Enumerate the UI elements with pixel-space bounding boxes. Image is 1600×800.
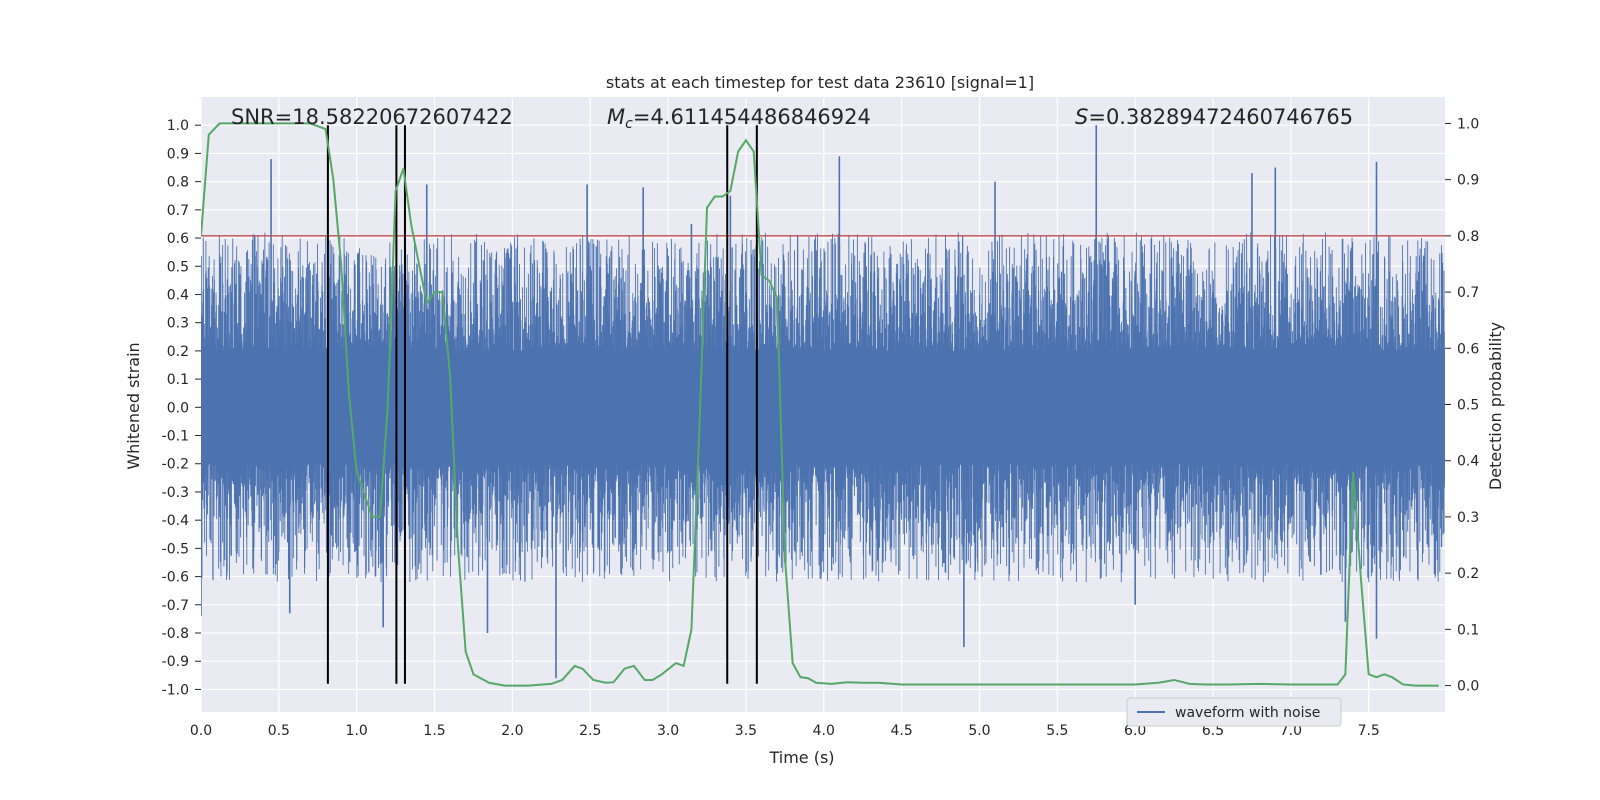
x-tick-label: 5.5	[1046, 723, 1068, 739]
waveform-noise	[201, 232, 1445, 583]
y2-axis-ticks: 1.0 0.9 0.8 0.7 0.6 0.5 0.4 0.3 0.2 0.1 0.0	[1445, 116, 1479, 695]
x-tick-label: 4.5	[890, 723, 912, 739]
s-symbol: S	[1075, 105, 1088, 129]
snr-annotation: SNR=18.58220672607422	[231, 105, 513, 129]
y2-tick-label: 0.1	[1457, 622, 1479, 638]
x-axis-ticks: 0.0 0.5 1.0 1.5 2.0 2.5 3.0 3.5 4.0 4.5 5.0 5.5 6.0 6…	[190, 723, 1380, 739]
waveform-series	[201, 125, 1445, 679]
y2-tick-label: 0.3	[1457, 510, 1479, 526]
y-tick-label: 0.9	[167, 146, 189, 162]
x-tick-label: 4.0	[813, 723, 835, 739]
y-tick-label: 1.0	[167, 118, 189, 134]
y-tick-label: -1.0	[162, 682, 189, 698]
x-tick-label: 0.0	[190, 723, 212, 739]
y2-tick-label: 0.5	[1457, 398, 1479, 414]
y-tick-label: -0.7	[162, 598, 189, 614]
y-tick-label: -0.9	[162, 654, 189, 670]
y-tick-label: 0.8	[167, 175, 189, 191]
x-tick-label: 1.0	[346, 723, 368, 739]
legend-box	[1126, 697, 1342, 727]
y-tick-label: 0.7	[167, 203, 189, 219]
y-tick-label: -0.6	[162, 570, 189, 586]
y-tick-label: 0.3	[167, 316, 189, 332]
mc-subscript: c	[625, 116, 633, 132]
x-tick-label: 1.5	[423, 723, 445, 739]
s-value: =0.38289472460746765	[1088, 105, 1353, 129]
legend: waveform with noise	[1126, 697, 1342, 727]
y-tick-label: 0.2	[167, 344, 189, 360]
y-tick-label: 0.6	[167, 231, 189, 247]
y-tick-label: 0.4	[167, 287, 189, 303]
x-tick-label: 7.0	[1280, 723, 1302, 739]
legend-label: waveform with noise	[1175, 705, 1320, 721]
y-tick-label: 0.0	[167, 400, 189, 416]
x-tick-label: 2.5	[579, 723, 601, 739]
y2-tick-label: 1.0	[1457, 116, 1479, 132]
mc-value: =4.611454486846924	[633, 105, 871, 129]
x-axis-label: Time (s)	[768, 748, 834, 767]
y2-tick-label: 0.9	[1457, 173, 1479, 189]
probability-series	[201, 122, 1439, 687]
y2-tick-label: 0.6	[1457, 341, 1479, 357]
y-tick-label: -0.3	[162, 485, 189, 501]
y-tick-label: 0.1	[167, 372, 189, 388]
x-tick-label: 7.5	[1358, 723, 1380, 739]
y-tick-label: -0.8	[162, 626, 189, 642]
vertical-markers	[326, 125, 758, 684]
y-tick-label: -0.1	[162, 429, 189, 445]
y-tick-label: -0.4	[162, 513, 189, 529]
y-axis-ticks: 1.0 0.9 0.8 0.7 0.6 0.5 0.4 0.3 0.2 0.1 0.0 -0.1 -0.…	[162, 118, 201, 698]
chirp-mass-annotation: Mc=4.611454486846924	[607, 105, 871, 132]
y2-tick-label: 0.7	[1457, 285, 1479, 301]
y2-tick-label: 0.0	[1457, 679, 1479, 695]
y-tick-label: 0.5	[167, 259, 189, 275]
y2-tick-label: 0.4	[1457, 454, 1479, 470]
x-tick-label: 6.5	[1202, 723, 1224, 739]
x-tick-label: 6.0	[1124, 723, 1146, 739]
y2-tick-label: 0.8	[1457, 229, 1479, 245]
x-tick-label: 2.0	[501, 723, 523, 739]
x-tick-label: 3.0	[657, 723, 679, 739]
y2-axis-label: Detection probability	[1486, 322, 1505, 490]
chart-title: stats at each timestep for test data 236…	[606, 73, 1034, 92]
x-tick-label: 3.5	[735, 723, 757, 739]
s-annotation: S=0.38289472460746765	[1075, 105, 1353, 129]
y-tick-label: -0.5	[162, 541, 189, 557]
x-tick-label: 5.0	[968, 723, 990, 739]
mc-symbol: M	[607, 105, 625, 129]
x-tick-label: 0.5	[268, 723, 290, 739]
probability-line	[201, 122, 1439, 687]
y-tick-label: -0.2	[162, 457, 189, 473]
y2-tick-label: 0.2	[1457, 566, 1479, 582]
y-axis-label: Whitened strain	[124, 342, 143, 469]
